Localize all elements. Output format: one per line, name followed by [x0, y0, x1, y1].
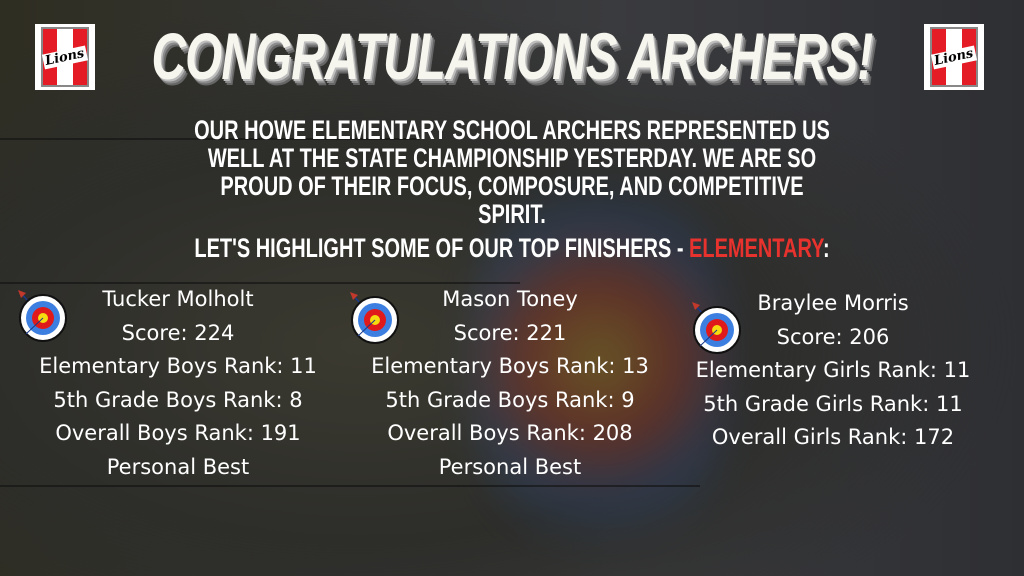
- archer-stat: 5th Grade Boys Rank: 8: [53, 387, 303, 412]
- archer-stat: Overall Boys Rank: 191: [55, 421, 301, 445]
- archer-stat: Personal Best: [438, 454, 582, 479]
- archer-card: Braylee Morris Score: 206 Elementary Girls…: [633, 287, 1024, 455]
- highlight-heading: LET'S HIGHLIGHT SOME OF OUR TOP FINISHER…: [89, 234, 936, 262]
- archer-stat: Elementary Girls Rank: 11: [695, 358, 971, 382]
- page-title: CONGRATULATIONS ARCHERS!: [151, 19, 873, 93]
- archer-stat: Personal Best: [106, 454, 250, 479]
- intro-paragraph: OUR HOWE ELEMENTARY SCHOOL ARCHERS REPRE…: [194, 115, 830, 229]
- background-arrow: [0, 282, 520, 284]
- archery-target-icon: [692, 302, 742, 358]
- archer-name: Mason Toney: [442, 287, 578, 311]
- archery-target-icon: [18, 290, 68, 346]
- archer-stat: Overall Girls Rank: 172: [711, 425, 955, 449]
- highlight-suffix: :: [822, 233, 830, 263]
- archer-stat: 5th Grade Girls Rank: 11: [703, 391, 963, 416]
- archer-stat: Elementary Boys Rank: 13: [371, 354, 649, 378]
- archer-name: Tucker Molholt: [102, 287, 254, 311]
- background-target-blur: [470, 150, 730, 570]
- archer-card: Mason Toney Score: 221 Elementary Boys Ran…: [310, 283, 710, 484]
- highlight-emphasis: ELEMENTARY: [689, 233, 823, 263]
- archer-stat: Score: 224: [121, 320, 235, 345]
- archer-stat: 5th Grade Boys Rank: 9: [385, 387, 635, 412]
- background-arrow: [0, 138, 420, 140]
- archer-stat: Score: 206: [776, 324, 890, 349]
- highlight-prefix: LET'S HIGHLIGHT SOME OF OUR TOP FINISHER…: [194, 233, 690, 263]
- archery-target-icon: [350, 292, 400, 348]
- archer-stat: Overall Boys Rank: 208: [387, 421, 633, 445]
- archer-stat: Score: 221: [453, 320, 567, 345]
- background-arrow: [0, 485, 700, 487]
- lions-logo-right: Lions: [924, 24, 984, 90]
- archer-stat: Elementary Boys Rank: 11: [39, 354, 317, 378]
- archer-card: Tucker Molholt Score: 224 Elementary Boys …: [0, 283, 378, 484]
- archer-name: Braylee Morris: [757, 291, 909, 315]
- intro-text: OUR HOWE ELEMENTARY SCHOOL ARCHERS REPRE…: [89, 116, 936, 228]
- lions-logo-left: Lions: [35, 24, 95, 90]
